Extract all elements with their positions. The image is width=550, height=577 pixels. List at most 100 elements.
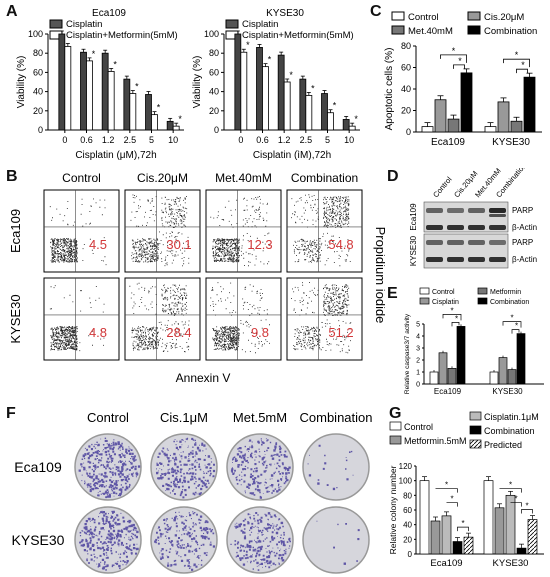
legend-label: Combination (484, 426, 535, 436)
flow-dots (49, 285, 105, 352)
colony-row-label: Eca109 (14, 459, 62, 475)
bar (516, 547, 527, 555)
bar (447, 368, 457, 385)
bar (145, 94, 152, 131)
significance-bracket (457, 526, 469, 532)
bar (101, 52, 109, 131)
x-axis-label: Cisplatin (μM),72h (75, 150, 156, 161)
significance-bracket (435, 488, 458, 493)
x-tick-label: 10 (168, 135, 178, 145)
y-tick-label: 40 (401, 84, 411, 94)
flow-plot: 4.5 (43, 189, 120, 273)
legend-label: Metformin.5mM (404, 436, 467, 446)
bar (86, 60, 93, 131)
y-tick-label: 40 (209, 87, 219, 97)
legend-label: Cis.20μM (484, 12, 524, 23)
legend-swatch (469, 411, 482, 421)
x-tick-label: 0 (238, 135, 243, 145)
blot-band (489, 257, 506, 262)
bar (80, 51, 87, 131)
legend-swatch (389, 421, 402, 431)
legend-swatch (391, 25, 405, 35)
significance-mark: * (521, 60, 525, 70)
colony-dish (74, 506, 142, 574)
legend-label: Combination (490, 299, 529, 306)
colony-dish-plate (74, 506, 142, 574)
flow-y-axis-label: Propidium iodide (373, 227, 385, 324)
blot-band-label: β-Actin (512, 223, 537, 232)
y-axis-label: Relative caspase3/7 activity (404, 313, 411, 394)
significance-bracket (516, 68, 528, 74)
y-tick-label: 4 (416, 334, 420, 341)
significance-mark: * (311, 83, 315, 93)
flow-dots (210, 196, 270, 267)
panel-letter-f: F (6, 405, 16, 422)
x-tick-label: 10 (344, 135, 354, 145)
bar (434, 99, 447, 133)
significance-mark: * (452, 46, 456, 56)
y-tick-label: 5 (416, 322, 420, 329)
colony-dots (79, 510, 139, 571)
significance-bracket (502, 321, 522, 328)
y-axis-label: Apoptotic cells (%) (384, 48, 395, 131)
blot-band (447, 225, 464, 230)
x-tick-label: Eca109 (431, 137, 465, 148)
flow-plot-frame (43, 189, 120, 273)
flow-plot-frame (286, 189, 363, 273)
bar (64, 46, 72, 131)
blot-band (489, 240, 506, 245)
colony-column-label: Met.5mM (233, 410, 287, 425)
significance-mark: * (514, 495, 517, 504)
flow-column-label: Met.40mM (215, 171, 272, 185)
y-tick-label: 60 (401, 63, 411, 73)
flow-plot-frame (124, 277, 201, 361)
blot-band (468, 240, 485, 245)
x-tick-label: Eca109 (434, 387, 462, 396)
panel-letter-g: G (389, 405, 402, 422)
legend-swatch (389, 435, 402, 445)
colony-dish (226, 506, 294, 574)
bar (498, 357, 508, 385)
colony-dish-plate (150, 506, 218, 574)
x-tick-label: 2.5 (124, 135, 137, 145)
flow-plot: 28.4 (124, 277, 201, 361)
flow-percentage: 9.8 (251, 325, 269, 340)
blot-band-cleaved (489, 214, 506, 217)
significance-mark: * (178, 114, 182, 124)
y-tick-label: 20 (403, 535, 412, 544)
significance-bracket (451, 322, 460, 327)
legend-swatch (477, 287, 488, 295)
bar (489, 371, 499, 385)
significance-mark: * (509, 481, 512, 490)
blot-band (447, 257, 464, 262)
blot-band (468, 257, 485, 262)
blot-band (489, 225, 506, 230)
y-tick-label: 60 (209, 67, 219, 77)
colony-formation-panel: Control Cis.1μM Met.5mM Combination Eca109 KY… (12, 410, 373, 574)
y-tick-label: 0 (416, 382, 420, 389)
blot-lane-label: Control (431, 175, 454, 200)
bar (447, 118, 460, 133)
bar (123, 78, 131, 131)
bar (342, 119, 350, 131)
legend-label: Met.40mM (408, 26, 453, 37)
colony-dish (302, 506, 370, 574)
significance-mark: * (515, 322, 518, 331)
significance-mark: * (268, 55, 272, 65)
significance-mark: * (510, 314, 513, 323)
x-tick-label: KYSE30 (492, 137, 530, 148)
caspase-chart: Control Cisplatin Metformin Combination 0 1 2 3… (404, 287, 544, 396)
y-tick-label: 0 (38, 125, 43, 135)
y-tick-label: 60 (33, 67, 43, 77)
colony-dish-plate (302, 506, 370, 574)
legend-swatch (469, 425, 482, 435)
colony-column-label: Cis.1μM (160, 410, 208, 425)
blot-band (426, 240, 443, 245)
y-axis-label: Viability (%) (16, 56, 27, 109)
colony-dots (230, 438, 291, 499)
colony-dish (150, 433, 218, 501)
bar (262, 66, 269, 131)
significance-mark: * (455, 314, 458, 323)
bar (452, 541, 463, 555)
y-tick-label: 20 (33, 106, 43, 116)
